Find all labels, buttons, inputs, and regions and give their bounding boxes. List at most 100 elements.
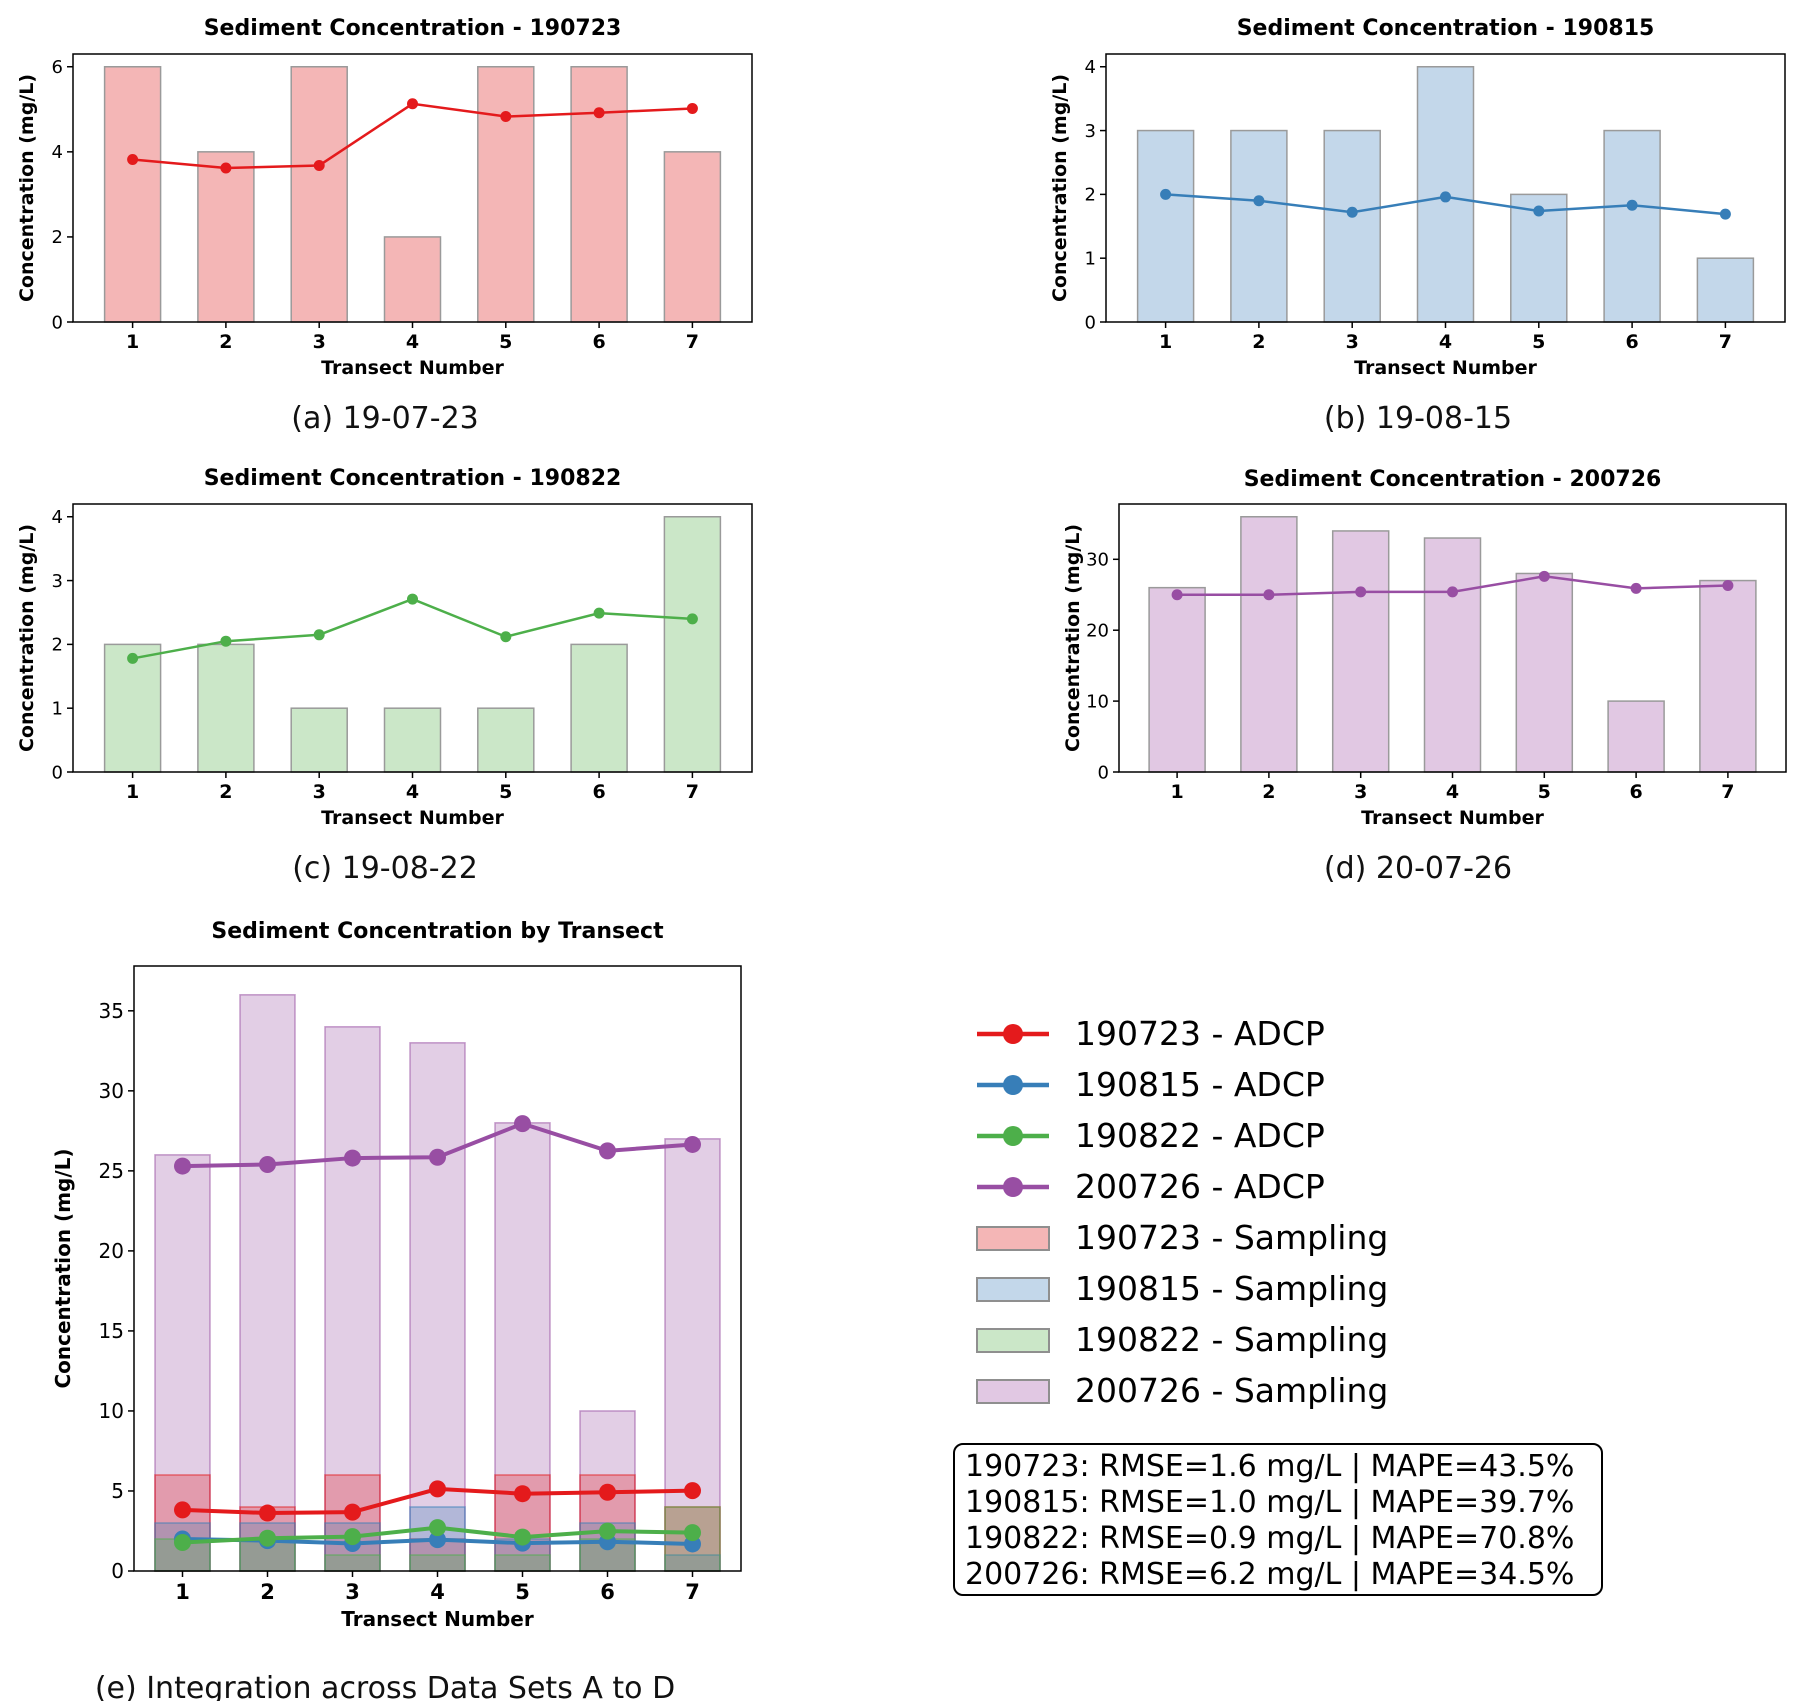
y-axis-label: Concentration (mg/L)	[16, 74, 38, 302]
point-190822-adcp-4	[429, 1519, 446, 1537]
point-200726-adcp-4	[429, 1148, 446, 1166]
point-190723-adcp-2	[259, 1504, 276, 1522]
legend-label: 190822 - ADCP	[1075, 1116, 1325, 1155]
point-190723-adcp-2	[220, 162, 232, 174]
x-tick-label: 4	[430, 1580, 445, 1604]
y-tick-label: 4	[52, 507, 63, 528]
legend-label: 190822 - Sampling	[1075, 1320, 1388, 1359]
bar-190822-sampling-4	[383, 707, 442, 773]
x-tick-label: 7	[685, 1580, 700, 1604]
x-tick-label: 7	[1719, 331, 1732, 353]
legend-marker-swatch	[1003, 1126, 1023, 1146]
x-tick-label: 4	[1446, 781, 1459, 803]
y-axis-label: Concentration (mg/L)	[51, 1148, 75, 1388]
bar-190822-sampling-3	[324, 1554, 381, 1572]
x-tick-label: 1	[1170, 781, 1183, 803]
bar-190822-sampling-5	[477, 707, 535, 773]
point-190815-adcp-1	[1160, 188, 1172, 200]
y-axis-label: Concentration (mg/L)	[1049, 74, 1071, 302]
point-190822-adcp-2	[220, 635, 232, 647]
y-tick-label: 10	[1086, 691, 1109, 712]
legend-marker-swatch	[1003, 1075, 1023, 1095]
x-axis-label: Transect Number	[321, 807, 504, 829]
stats-line-190723: 190723: RMSE=1.6 mg/L | MAPE=43.5%	[965, 1449, 1575, 1484]
bar-200726-sampling-3	[324, 1026, 381, 1572]
x-tick-label: 1	[126, 781, 139, 803]
x-axis-label: Transect Number	[321, 357, 504, 379]
point-190822-adcp-3	[313, 629, 325, 641]
y-tick-label: 3	[52, 571, 63, 592]
chart-panel-a: Sediment Concentration - 190723 0 2 4 6 1 2 3 4 5…	[16, 16, 753, 436]
stats-line-200726: 200726: RMSE=6.2 mg/L | MAPE=34.5%	[965, 1557, 1575, 1592]
point-190723-adcp-5	[514, 1485, 531, 1503]
bar-190822-sampling-1	[103, 643, 162, 773]
point-200726-adcp-5	[514, 1115, 531, 1133]
point-190723-adcp-1	[127, 153, 139, 165]
bar-200726-sampling-2	[1240, 516, 1298, 773]
point-190723-adcp-6	[599, 1483, 616, 1501]
x-axis-label: Transect Number	[1354, 357, 1537, 379]
y-tick-label: 0	[52, 312, 63, 333]
x-tick-label: 5	[515, 1580, 530, 1604]
bar-190723-sampling-2	[197, 151, 255, 323]
chart-title: Sediment Concentration by Transect	[211, 919, 664, 944]
x-tick-label: 2	[219, 331, 232, 353]
bar-190723-sampling-6	[570, 66, 628, 323]
x-tick-label: 6	[600, 1580, 615, 1604]
point-190822-adcp-1	[174, 1534, 191, 1552]
x-tick-label: 6	[592, 781, 605, 803]
x-tick-label: 2	[1252, 331, 1265, 353]
point-190815-adcp-7	[1719, 208, 1731, 220]
point-190723-adcp-6	[593, 107, 605, 119]
bar-200726-sampling-7	[664, 1138, 721, 1572]
panel-caption: (d) 20-07-26	[1324, 851, 1512, 886]
point-190822-adcp-6	[599, 1522, 616, 1540]
point-200726-adcp-6	[599, 1142, 616, 1160]
point-190822-adcp-1	[127, 652, 139, 664]
panel-caption: (c) 19-08-22	[292, 851, 478, 886]
point-190815-adcp-6	[1626, 199, 1638, 211]
bar-190822-sampling-3	[290, 707, 348, 773]
point-200726-adcp-5	[1538, 570, 1550, 582]
y-tick-label: 5	[111, 1479, 124, 1503]
y-axis-label: Concentration (mg/L)	[1062, 524, 1084, 752]
y-tick-label: 2	[52, 227, 63, 248]
point-190815-adcp-5	[1533, 205, 1545, 217]
legend-patch-swatch	[976, 1226, 1050, 1251]
bar-190723-sampling-5	[477, 66, 535, 323]
point-190822-adcp-3	[344, 1528, 361, 1546]
x-tick-label: 1	[175, 1580, 190, 1604]
y-tick-label: 1	[52, 698, 63, 719]
y-tick-label: 1	[1085, 248, 1096, 269]
y-tick-label: 30	[1086, 550, 1109, 571]
point-200726-adcp-2	[259, 1155, 276, 1173]
point-200726-adcp-7	[1722, 580, 1734, 592]
bar-200726-sampling-7	[1699, 579, 1757, 773]
point-190822-adcp-2	[259, 1529, 276, 1547]
chart-panel-e: Sediment Concentration by Transect051015…	[51, 919, 1388, 1701]
legend-label: 190815 - ADCP	[1075, 1065, 1325, 1104]
x-tick-label: 2	[1262, 781, 1275, 803]
point-190822-adcp-7	[686, 613, 698, 625]
error-metrics-box: 190723: RMSE=1.6 mg/L | MAPE=43.5% 19081…	[953, 1443, 1603, 1596]
point-190822-adcp-5	[514, 1528, 531, 1546]
point-190815-adcp-2	[1253, 195, 1265, 207]
point-190723-adcp-7	[686, 102, 698, 114]
bar-200726-sampling-3	[1331, 530, 1390, 773]
chart-panel-b: Sediment Concentration - 190815 0 1 2 3 4 1 2 3 4…	[1049, 16, 1786, 436]
bar-200726-sampling-5	[1515, 572, 1574, 773]
x-tick-label: 5	[1532, 331, 1545, 353]
chart-legend: 190723 - ADCP 190815 - ADCP 190822 - ADCP 2…	[976, 1014, 1388, 1410]
y-tick-label: 0	[1085, 312, 1096, 333]
x-tick-label: 7	[1721, 781, 1734, 803]
y-tick-label: 6	[52, 57, 63, 78]
legend-patch-swatch	[976, 1277, 1050, 1302]
x-tick-label: 4	[406, 331, 419, 353]
bar-190723-sampling-4	[383, 236, 442, 323]
legend-patch-swatch	[976, 1379, 1050, 1404]
chart-panel-d: Sediment Concentration - 200726 0 10 20 30 1 2…	[1062, 467, 1787, 886]
point-190822-adcp-5	[500, 631, 512, 643]
bar-190822-sampling-6	[570, 643, 628, 773]
x-axis-label: Transect Number	[341, 1607, 534, 1631]
